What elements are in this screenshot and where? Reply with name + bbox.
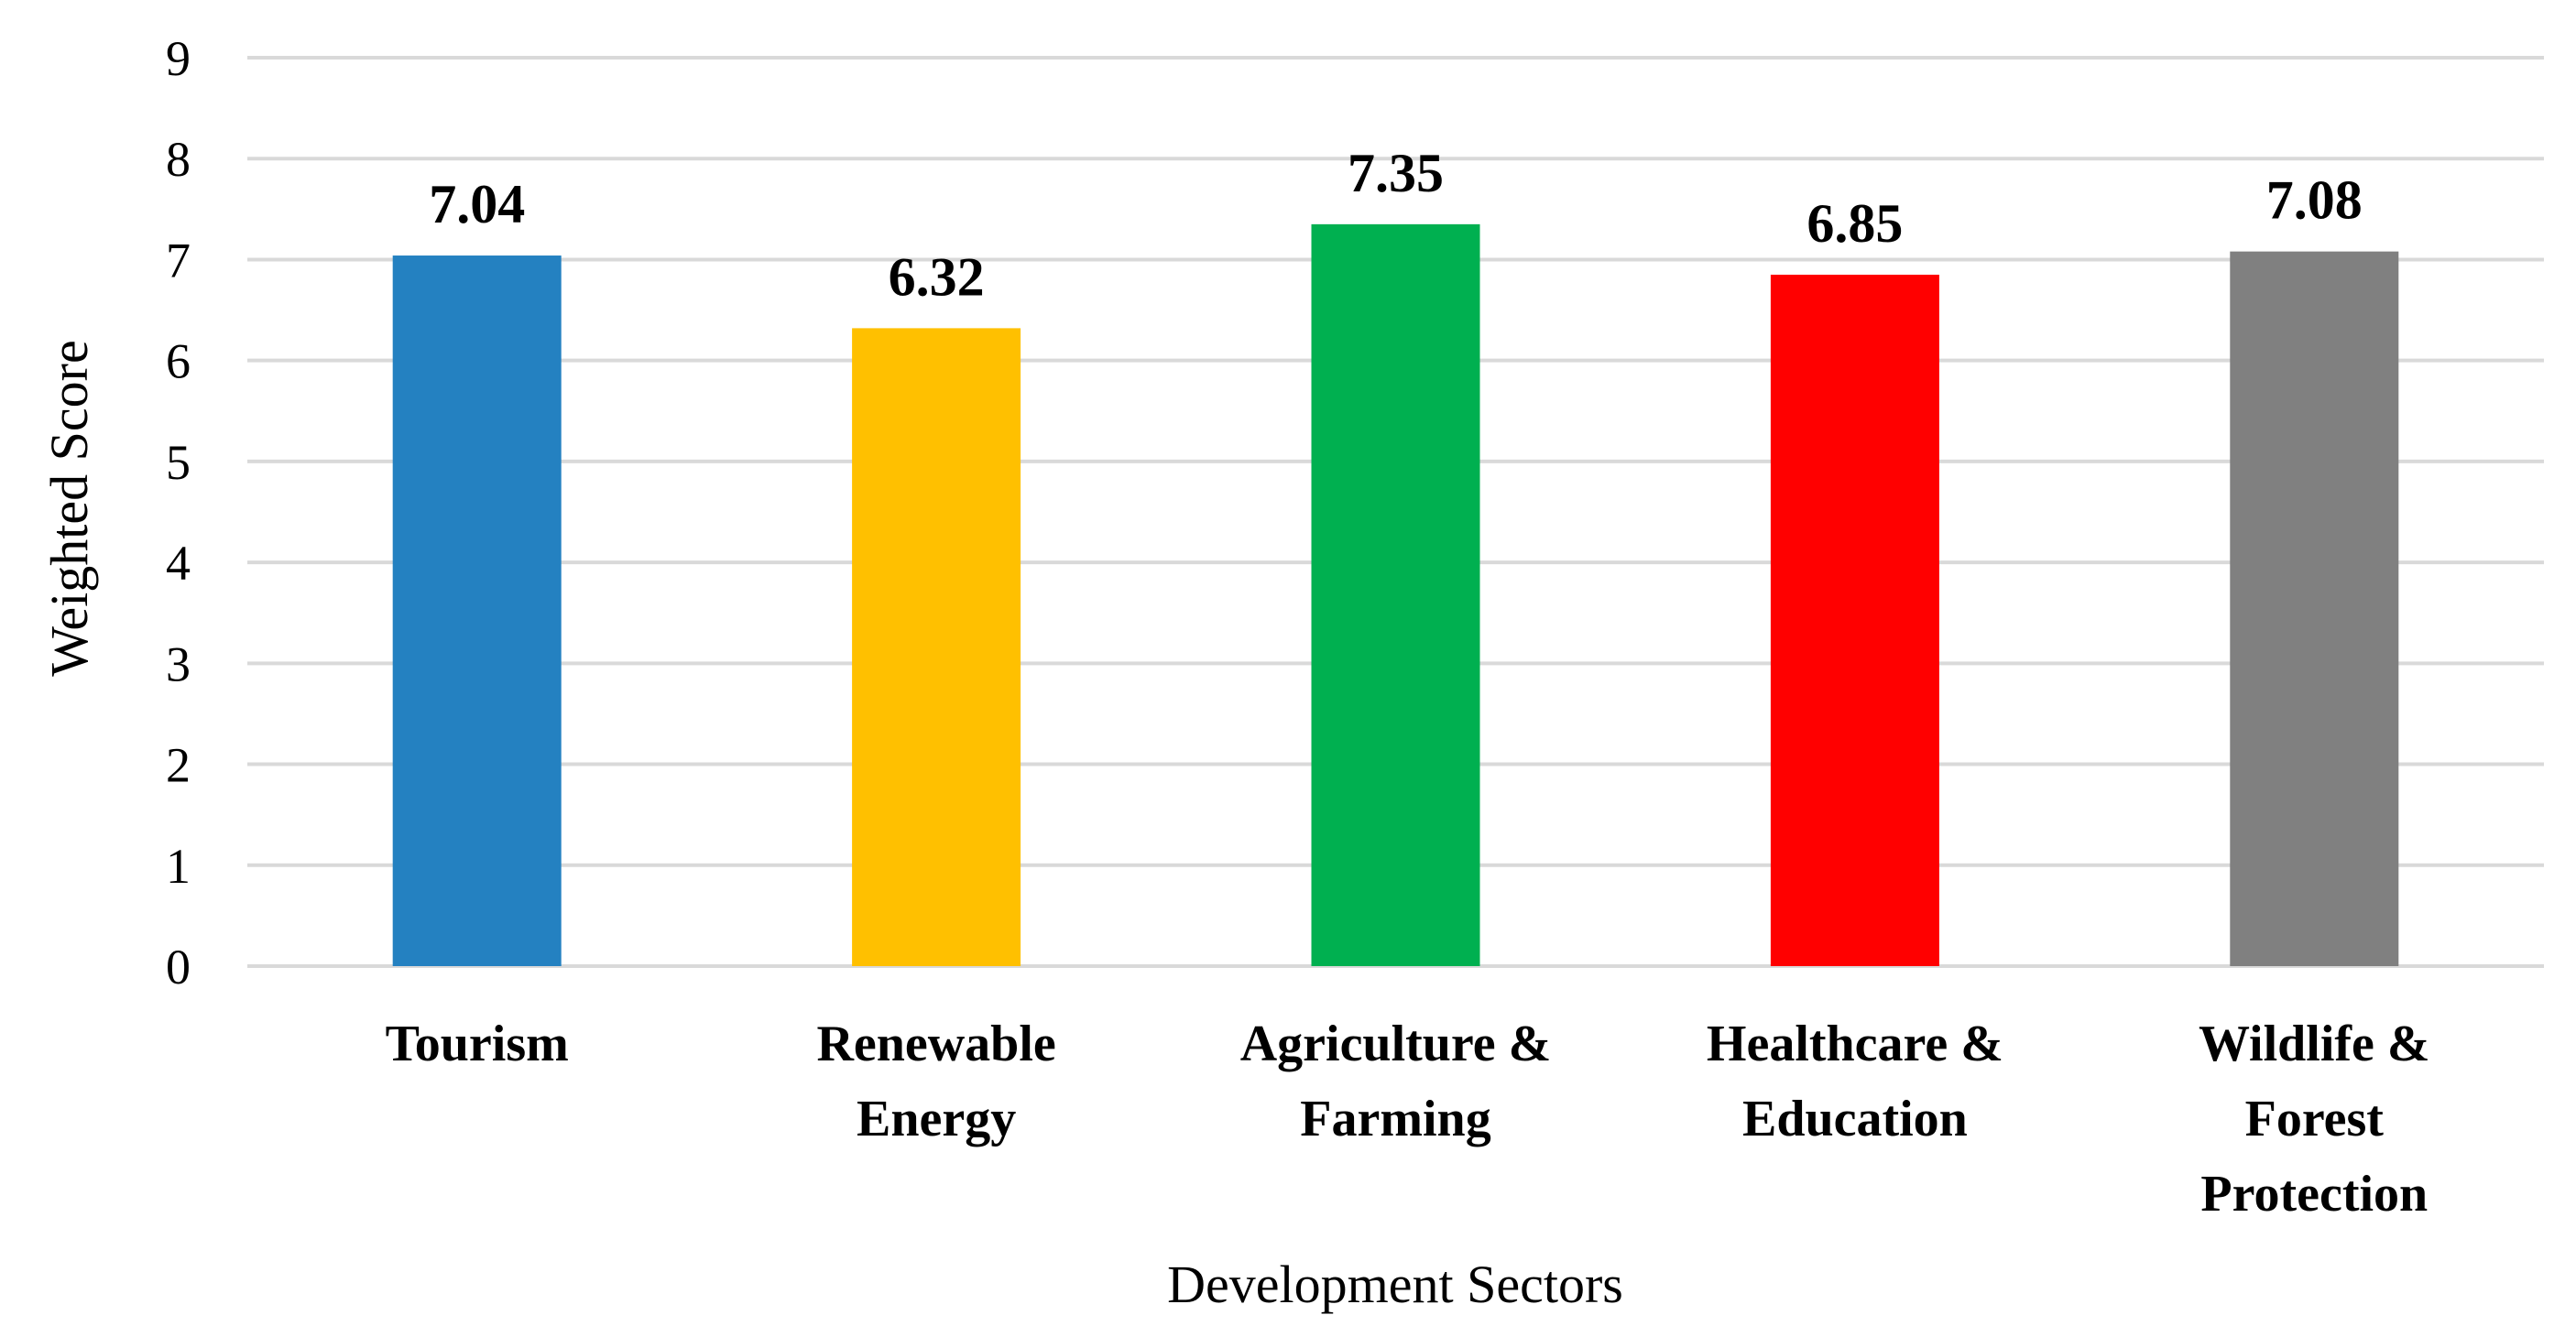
y-tick-label: 2 [166,738,191,793]
y-axis-ticks: 0 1 2 3 4 5 6 7 8 9 [166,31,191,995]
data-labels: 7.04 6.32 7.35 6.85 7.08 [429,143,2363,308]
data-label: 6.85 [1806,193,1903,254]
y-tick-label: 4 [166,536,191,591]
y-tick-label: 7 [166,233,191,288]
y-tick-label: 3 [166,636,191,691]
y-tick-label: 5 [166,435,191,490]
bar [2230,251,2399,966]
x-tick-label: Forest [2245,1091,2385,1147]
bar [392,255,562,967]
x-tick-label: Healthcare & [1707,1016,2003,1072]
x-tick-label: Farming [1300,1091,1490,1147]
data-label: 7.04 [429,174,525,234]
x-axis-categories: Tourism Renewable Energy Agriculture & Farmi… [386,1016,2430,1223]
x-tick-label: Renewable [816,1016,1055,1072]
y-tick-label: 8 [166,132,191,187]
x-tick-label: Tourism [386,1016,569,1072]
y-tick-label: 0 [166,940,191,995]
x-tick-label: Wildlife & [2199,1016,2430,1072]
bar [852,328,1021,966]
y-tick-label: 1 [166,839,191,894]
bar [1770,274,1939,966]
data-label: 6.32 [889,246,985,307]
x-tick-label: Agriculture & [1240,1016,1552,1072]
y-tick-label: 6 [166,334,191,389]
x-tick-label: Education [1742,1091,1968,1147]
bars [392,223,2399,967]
data-label: 7.35 [1348,143,1444,203]
y-tick-label: 9 [166,31,191,86]
y-axis-title: Weighted Score [39,340,99,676]
bar [1311,223,1480,966]
data-label: 7.08 [2266,170,2363,231]
x-tick-label: Protection [2200,1166,2428,1223]
x-axis-title: Development Sectors [1167,1255,1623,1314]
x-tick-label: Energy [857,1091,1016,1147]
